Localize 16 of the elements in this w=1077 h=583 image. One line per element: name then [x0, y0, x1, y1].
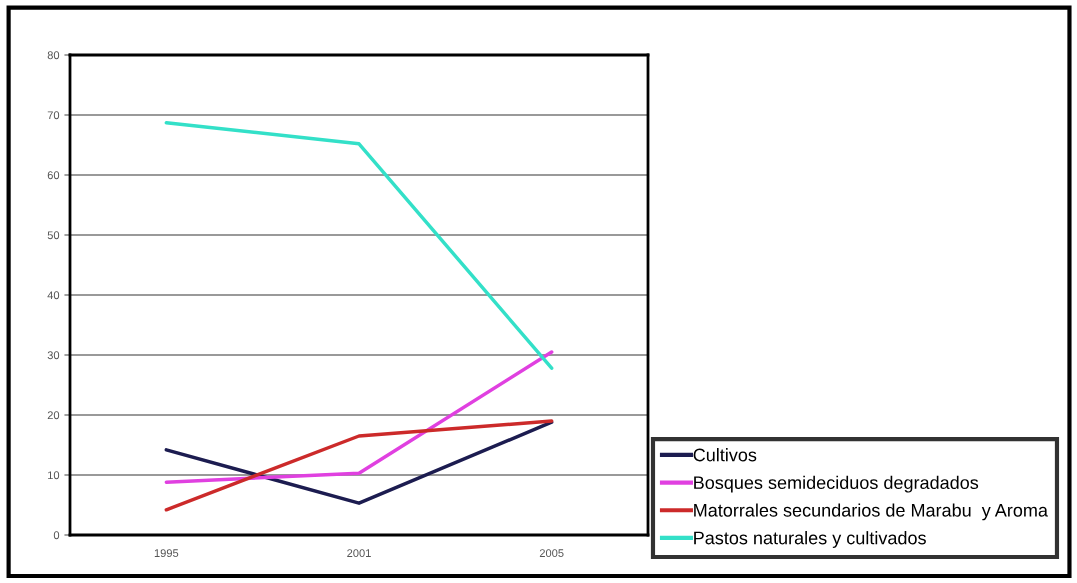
y-tick-label: 70 — [47, 111, 60, 120]
y-tick-label: 20 — [47, 411, 60, 420]
y-tick-label: 60 — [47, 171, 60, 180]
y-tick-label: 0 — [53, 531, 60, 540]
x-tick-label: 1995 — [154, 549, 179, 558]
y-tick-label: 50 — [47, 231, 60, 240]
x-tick-label: 2001 — [347, 549, 371, 558]
y-tick-label: 30 — [47, 351, 60, 360]
legend-label: Pastos naturales y cultivados — [694, 531, 926, 548]
y-tick-label: 10 — [48, 471, 60, 480]
legend-label: Bosques semideciduos degradados — [694, 475, 979, 493]
x-tick-label: 2005 — [539, 549, 564, 558]
legend-label: Matorrales secundarios de Marabu y Aroma — [694, 503, 1048, 521]
y-tick-label: 80 — [47, 51, 60, 60]
legend-label: Cultivos — [693, 448, 757, 462]
y-tick-label: 40 — [47, 291, 60, 300]
